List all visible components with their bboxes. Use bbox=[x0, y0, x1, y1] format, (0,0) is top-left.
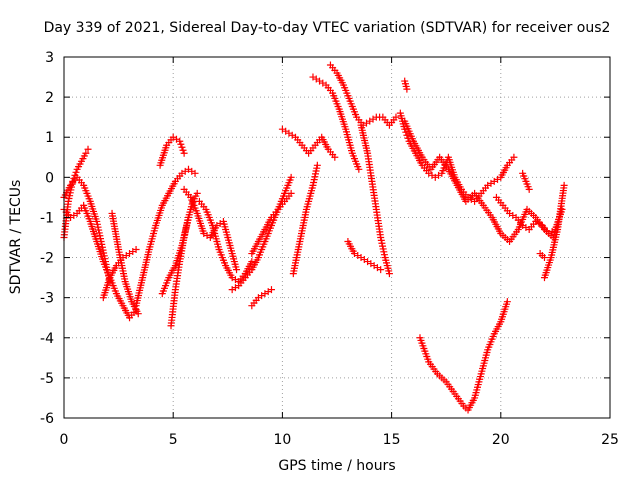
plot-frame bbox=[63, 56, 611, 419]
y-tick-label: 3 bbox=[45, 50, 54, 66]
series-arc-28 bbox=[540, 181, 568, 282]
data-point bbox=[331, 153, 339, 161]
x-tick-label: 5 bbox=[169, 432, 178, 448]
data-point bbox=[402, 128, 410, 136]
series-arc-24 bbox=[416, 298, 511, 414]
y-tick-label: 1 bbox=[45, 130, 54, 146]
data-point bbox=[510, 153, 518, 161]
series-arc-26 bbox=[519, 169, 533, 193]
data-point bbox=[540, 254, 548, 262]
series-arc-12 bbox=[228, 173, 295, 294]
data-points bbox=[60, 61, 568, 414]
data-point bbox=[385, 270, 393, 278]
data-point bbox=[403, 85, 411, 93]
data-point bbox=[355, 165, 363, 173]
data-point bbox=[134, 310, 142, 318]
y-tick-label: -3 bbox=[40, 291, 54, 307]
x-tick-label: 20 bbox=[492, 432, 510, 448]
data-point bbox=[313, 161, 321, 169]
data-point bbox=[84, 145, 92, 153]
series-arc-15 bbox=[289, 161, 321, 278]
series-arc-21 bbox=[396, 109, 518, 205]
data-point bbox=[177, 140, 185, 148]
series-arc-9 bbox=[158, 213, 192, 298]
series-arc-23 bbox=[401, 77, 411, 93]
data-point bbox=[503, 298, 511, 306]
y-tick-label: -5 bbox=[40, 371, 54, 387]
x-tick-label: 10 bbox=[273, 432, 291, 448]
data-point bbox=[184, 213, 192, 221]
data-point bbox=[191, 169, 199, 177]
series-arc-6 bbox=[132, 165, 199, 310]
data-point bbox=[525, 185, 533, 193]
series-arc-13 bbox=[248, 286, 275, 310]
data-point bbox=[179, 146, 187, 154]
data-point bbox=[233, 266, 241, 274]
x-tick-label: 0 bbox=[60, 432, 69, 448]
series-arc-5 bbox=[108, 209, 142, 318]
data-point bbox=[287, 173, 295, 181]
series-arc-14 bbox=[248, 189, 295, 258]
x-tick-label: 15 bbox=[383, 432, 401, 448]
series-arc-18 bbox=[326, 61, 400, 129]
series-arc-22 bbox=[401, 117, 566, 246]
series-arc-20 bbox=[357, 121, 393, 278]
data-point bbox=[180, 149, 188, 157]
y-tick-label: 2 bbox=[45, 90, 54, 106]
data-point bbox=[178, 143, 186, 151]
data-point bbox=[392, 113, 400, 121]
data-point bbox=[267, 286, 275, 294]
data-point bbox=[70, 174, 78, 182]
y-tick-label: -6 bbox=[40, 411, 54, 427]
series-arc-17 bbox=[309, 73, 363, 173]
chart-title: Day 339 of 2021, Sidereal Day-to-day VTE… bbox=[44, 20, 611, 36]
data-point bbox=[377, 266, 385, 274]
data-point bbox=[82, 149, 90, 157]
data-point bbox=[287, 189, 295, 197]
series-arc-3 bbox=[60, 201, 140, 322]
y-tick-label: -1 bbox=[40, 210, 54, 226]
data-point bbox=[176, 137, 184, 145]
series-arc-27 bbox=[536, 250, 548, 262]
y-tick-label: -4 bbox=[40, 331, 54, 347]
series-arc-10 bbox=[180, 185, 241, 274]
x-tick-label: 25 bbox=[601, 432, 619, 448]
x-axis-label: GPS time / hours bbox=[278, 458, 395, 474]
y-tick-label: 0 bbox=[45, 170, 54, 186]
series-arc-19 bbox=[344, 238, 385, 274]
data-point bbox=[560, 181, 568, 189]
series-arc-16 bbox=[278, 125, 339, 161]
data-point bbox=[403, 131, 411, 139]
series-arc-7 bbox=[156, 133, 188, 169]
data-point bbox=[193, 189, 201, 197]
data-point bbox=[132, 246, 140, 254]
data-point bbox=[72, 168, 80, 176]
grid bbox=[64, 57, 610, 418]
y-axis-label: SDTVAR / TECUs bbox=[8, 180, 24, 295]
y-tick-label: -2 bbox=[40, 251, 54, 267]
